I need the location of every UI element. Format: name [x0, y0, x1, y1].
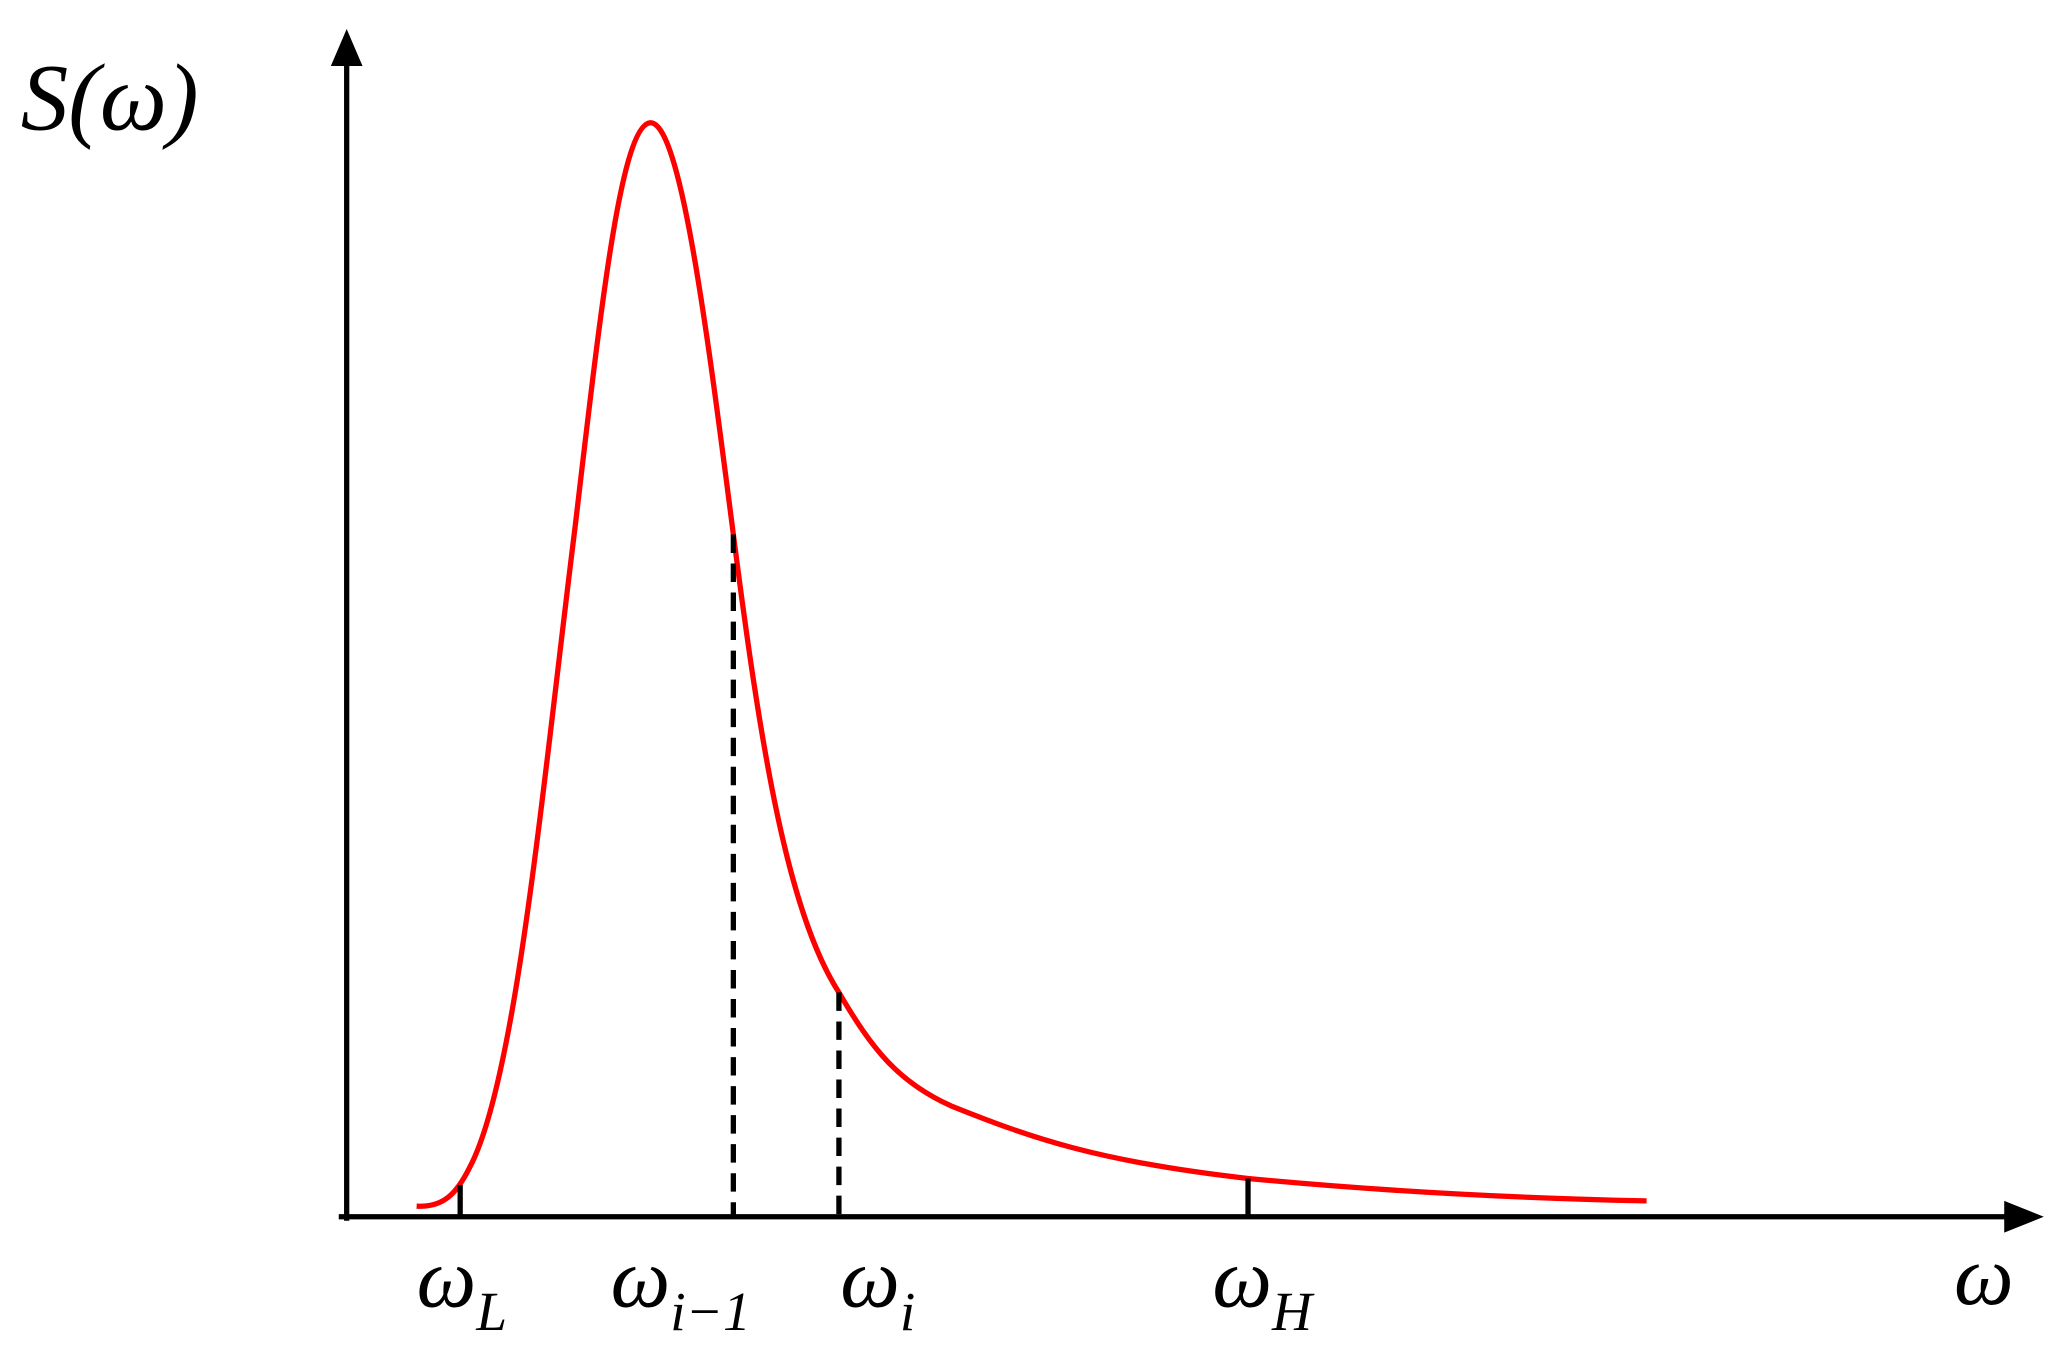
tick-subscript: H: [1271, 1281, 1315, 1342]
tick-symbol: ω: [611, 1232, 671, 1325]
tick-subscript: i: [900, 1281, 915, 1342]
x-axis-label: ω: [1954, 1230, 2014, 1323]
tick-symbol: ω: [840, 1232, 900, 1325]
spectrum-curve: [416, 120, 1647, 1209]
tick-symbol: ω: [1212, 1232, 1272, 1325]
y-axis-label: S(ω): [21, 44, 199, 150]
tick-label: ωL: [417, 1232, 507, 1342]
tick-subscript: i−1: [670, 1281, 751, 1342]
tick-label: ωH: [1212, 1232, 1315, 1342]
tick-labels: ωL ωi−1 ωi ωH: [417, 1232, 1315, 1342]
x-axis-arrow: [2004, 1200, 2044, 1233]
y-axis-arrow: [330, 29, 363, 66]
tick-label: ωi−1: [611, 1232, 751, 1342]
tick-label: ωi: [840, 1232, 915, 1342]
tick-subscript: L: [475, 1281, 507, 1342]
tick-symbol: ω: [417, 1232, 477, 1325]
